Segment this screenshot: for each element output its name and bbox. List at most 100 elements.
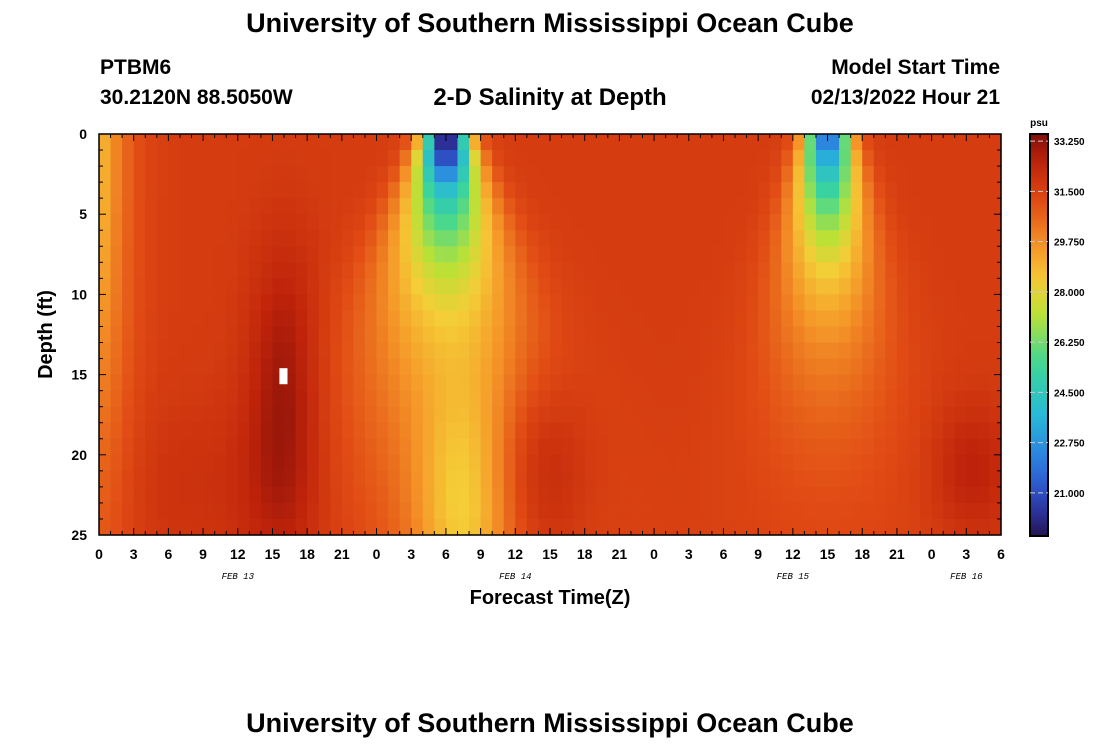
- heatmap-cell: [191, 374, 204, 392]
- heatmap-cell: [723, 262, 736, 279]
- heatmap-cell: [781, 502, 794, 520]
- x-tick-label: 0: [95, 546, 103, 562]
- x-tick-label: 12: [230, 546, 246, 562]
- heatmap-cell: [237, 342, 250, 360]
- heatmap-cell: [399, 310, 412, 328]
- heatmap-cell: [457, 310, 470, 328]
- heatmap-cell: [665, 198, 678, 215]
- heatmap-cell: [920, 182, 933, 199]
- heatmap-cell: [168, 470, 181, 488]
- heatmap-cell: [977, 150, 991, 167]
- heatmap-cell: [665, 278, 678, 295]
- heatmap-cell: [445, 310, 459, 328]
- heatmap-cell: [735, 406, 748, 424]
- heatmap-cell: [642, 182, 655, 199]
- heatmap-cell: [399, 198, 412, 215]
- heatmap-cell: [700, 134, 713, 151]
- heatmap-cell: [133, 374, 146, 392]
- heatmap-cell: [550, 502, 563, 520]
- heatmap-cell: [792, 134, 806, 151]
- heatmap-cell: [943, 294, 956, 312]
- heatmap-cell: [688, 470, 701, 488]
- heatmap-cell: [723, 294, 736, 312]
- heatmap-cell: [966, 310, 979, 328]
- heatmap-cell: [792, 454, 806, 472]
- heatmap-cell: [630, 214, 644, 231]
- heatmap-cell: [503, 454, 516, 472]
- heatmap-cell: [110, 390, 123, 408]
- heatmap-cell: [850, 310, 863, 328]
- heatmap-cell: [422, 278, 435, 295]
- heatmap-cell: [399, 406, 412, 424]
- heatmap-cell: [480, 230, 493, 247]
- heatmap-cell: [908, 310, 921, 328]
- heatmap-cell: [399, 182, 412, 199]
- chart-subtitle: 2-D Salinity at Depth: [433, 84, 667, 111]
- heatmap-cell: [515, 134, 528, 151]
- heatmap-cell: [954, 470, 967, 488]
- heatmap-cell: [492, 326, 505, 344]
- heatmap-cell: [550, 230, 563, 247]
- heatmap-cell: [943, 326, 956, 344]
- heatmap-cell: [596, 326, 609, 344]
- heatmap-cell: [388, 134, 401, 151]
- heatmap-cell: [642, 374, 655, 392]
- heatmap-cell: [179, 198, 193, 215]
- heatmap-cell: [422, 406, 435, 424]
- heatmap-cell: [284, 310, 297, 328]
- heatmap-cell: [550, 278, 563, 295]
- heatmap-cell: [931, 246, 944, 263]
- heatmap-cell: [654, 358, 667, 376]
- heatmap-cell: [249, 294, 262, 312]
- heatmap-cell: [642, 310, 655, 328]
- heatmap-cell: [839, 342, 852, 360]
- heatmap-cell: [191, 358, 204, 376]
- heatmap-cell: [538, 230, 551, 247]
- heatmap-cell: [758, 342, 771, 360]
- heatmap-cell: [376, 406, 389, 424]
- heatmap-cell: [596, 502, 609, 520]
- heatmap-cell: [156, 374, 169, 392]
- heatmap-cell: [179, 230, 193, 247]
- heatmap-cell: [989, 342, 1002, 360]
- heatmap-cell: [688, 214, 701, 231]
- heatmap-cell: [226, 390, 239, 408]
- heatmap-cell: [99, 342, 112, 360]
- x-tick-label: 21: [889, 546, 905, 562]
- heatmap-cell: [711, 134, 725, 151]
- heatmap-cell: [237, 214, 250, 231]
- heatmap-cell: [700, 454, 713, 472]
- heatmap-cell: [156, 406, 169, 424]
- heatmap-cell: [873, 166, 886, 183]
- heatmap-cell: [920, 230, 933, 247]
- heatmap-cell: [133, 134, 146, 151]
- heatmap-cell: [862, 390, 875, 408]
- heatmap-cell: [492, 198, 505, 215]
- heatmap-cell: [723, 182, 736, 199]
- heatmap-cell: [584, 502, 597, 520]
- heatmap-cell: [769, 278, 782, 295]
- heatmap-cell: [457, 406, 470, 424]
- heatmap-cell: [908, 454, 921, 472]
- heatmap-cell: [480, 246, 493, 263]
- heatmap-cell: [203, 342, 216, 360]
- heatmap-cell: [573, 294, 586, 312]
- heatmap-cell: [330, 342, 343, 360]
- heatmap-cell: [688, 246, 701, 263]
- heatmap-cell: [607, 278, 620, 295]
- heatmap-cell: [850, 374, 863, 392]
- heatmap-cell: [168, 486, 181, 504]
- heatmap-cell: [827, 246, 840, 263]
- heatmap-cell: [203, 406, 216, 424]
- heatmap-cell: [388, 182, 401, 199]
- heatmap-cell: [931, 486, 944, 504]
- heatmap-cell: [99, 262, 112, 279]
- heatmap-cell: [908, 518, 921, 536]
- heatmap-cell: [145, 358, 158, 376]
- heatmap-cell: [341, 342, 355, 360]
- heatmap-cell: [896, 342, 910, 360]
- heatmap-cell: [931, 214, 944, 231]
- x-tick-label: 18: [577, 546, 593, 562]
- heatmap-cell: [711, 326, 725, 344]
- heatmap-cell: [839, 278, 852, 295]
